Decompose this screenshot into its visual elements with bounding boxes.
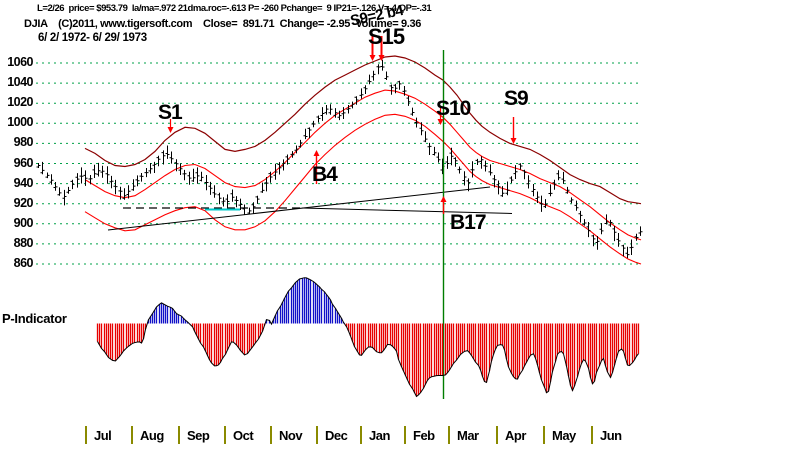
- header-indicator-readout: L=2/26 price= $953.79 la/ma=.972 21dma.r…: [37, 3, 432, 14]
- y-axis-label: 900: [13, 215, 34, 230]
- signal-label-s1: S1: [158, 101, 183, 124]
- y-axis-label: 960: [13, 155, 34, 170]
- header-date-range: 6/ 2/ 1972- 6/ 29/ 1973: [38, 32, 147, 44]
- y-axis-label: 1000: [7, 115, 33, 130]
- signal-label-s15: S15: [368, 24, 405, 49]
- month-label: Jun: [600, 428, 622, 443]
- y-axis-label: 860: [13, 256, 34, 270]
- y-axis-label: 1060: [7, 55, 33, 69]
- y-axis-label: 980: [13, 135, 34, 150]
- month-label: Apr: [505, 428, 526, 443]
- p-indicator-label: P-Indicator: [2, 311, 67, 326]
- month-label: Dec: [325, 428, 348, 443]
- signal-label-b4: B4: [312, 163, 338, 186]
- month-label: Jan: [369, 428, 390, 443]
- month-label: Mar: [457, 428, 479, 443]
- header-symbol-quote: DJIA (C)2011, www.tigersoft.com Close= 8…: [24, 18, 422, 30]
- month-label: Jul: [94, 428, 112, 443]
- y-axis-label: 1020: [7, 95, 33, 110]
- month-label: Oct: [233, 428, 254, 443]
- y-axis-label: 920: [13, 195, 34, 210]
- signal-label-s9: S9: [504, 87, 529, 110]
- month-label: Feb: [413, 428, 435, 443]
- month-label: Aug: [140, 428, 164, 443]
- signal-label-s10: S10: [436, 97, 471, 120]
- signal-label-b17: B17: [450, 211, 487, 234]
- month-label: Nov: [279, 428, 303, 443]
- y-axis-label: 1040: [7, 75, 33, 90]
- month-label: Sep: [187, 428, 210, 443]
- y-axis-label: 940: [13, 175, 34, 190]
- y-axis-label: 880: [13, 235, 34, 250]
- month-label: May: [552, 428, 576, 443]
